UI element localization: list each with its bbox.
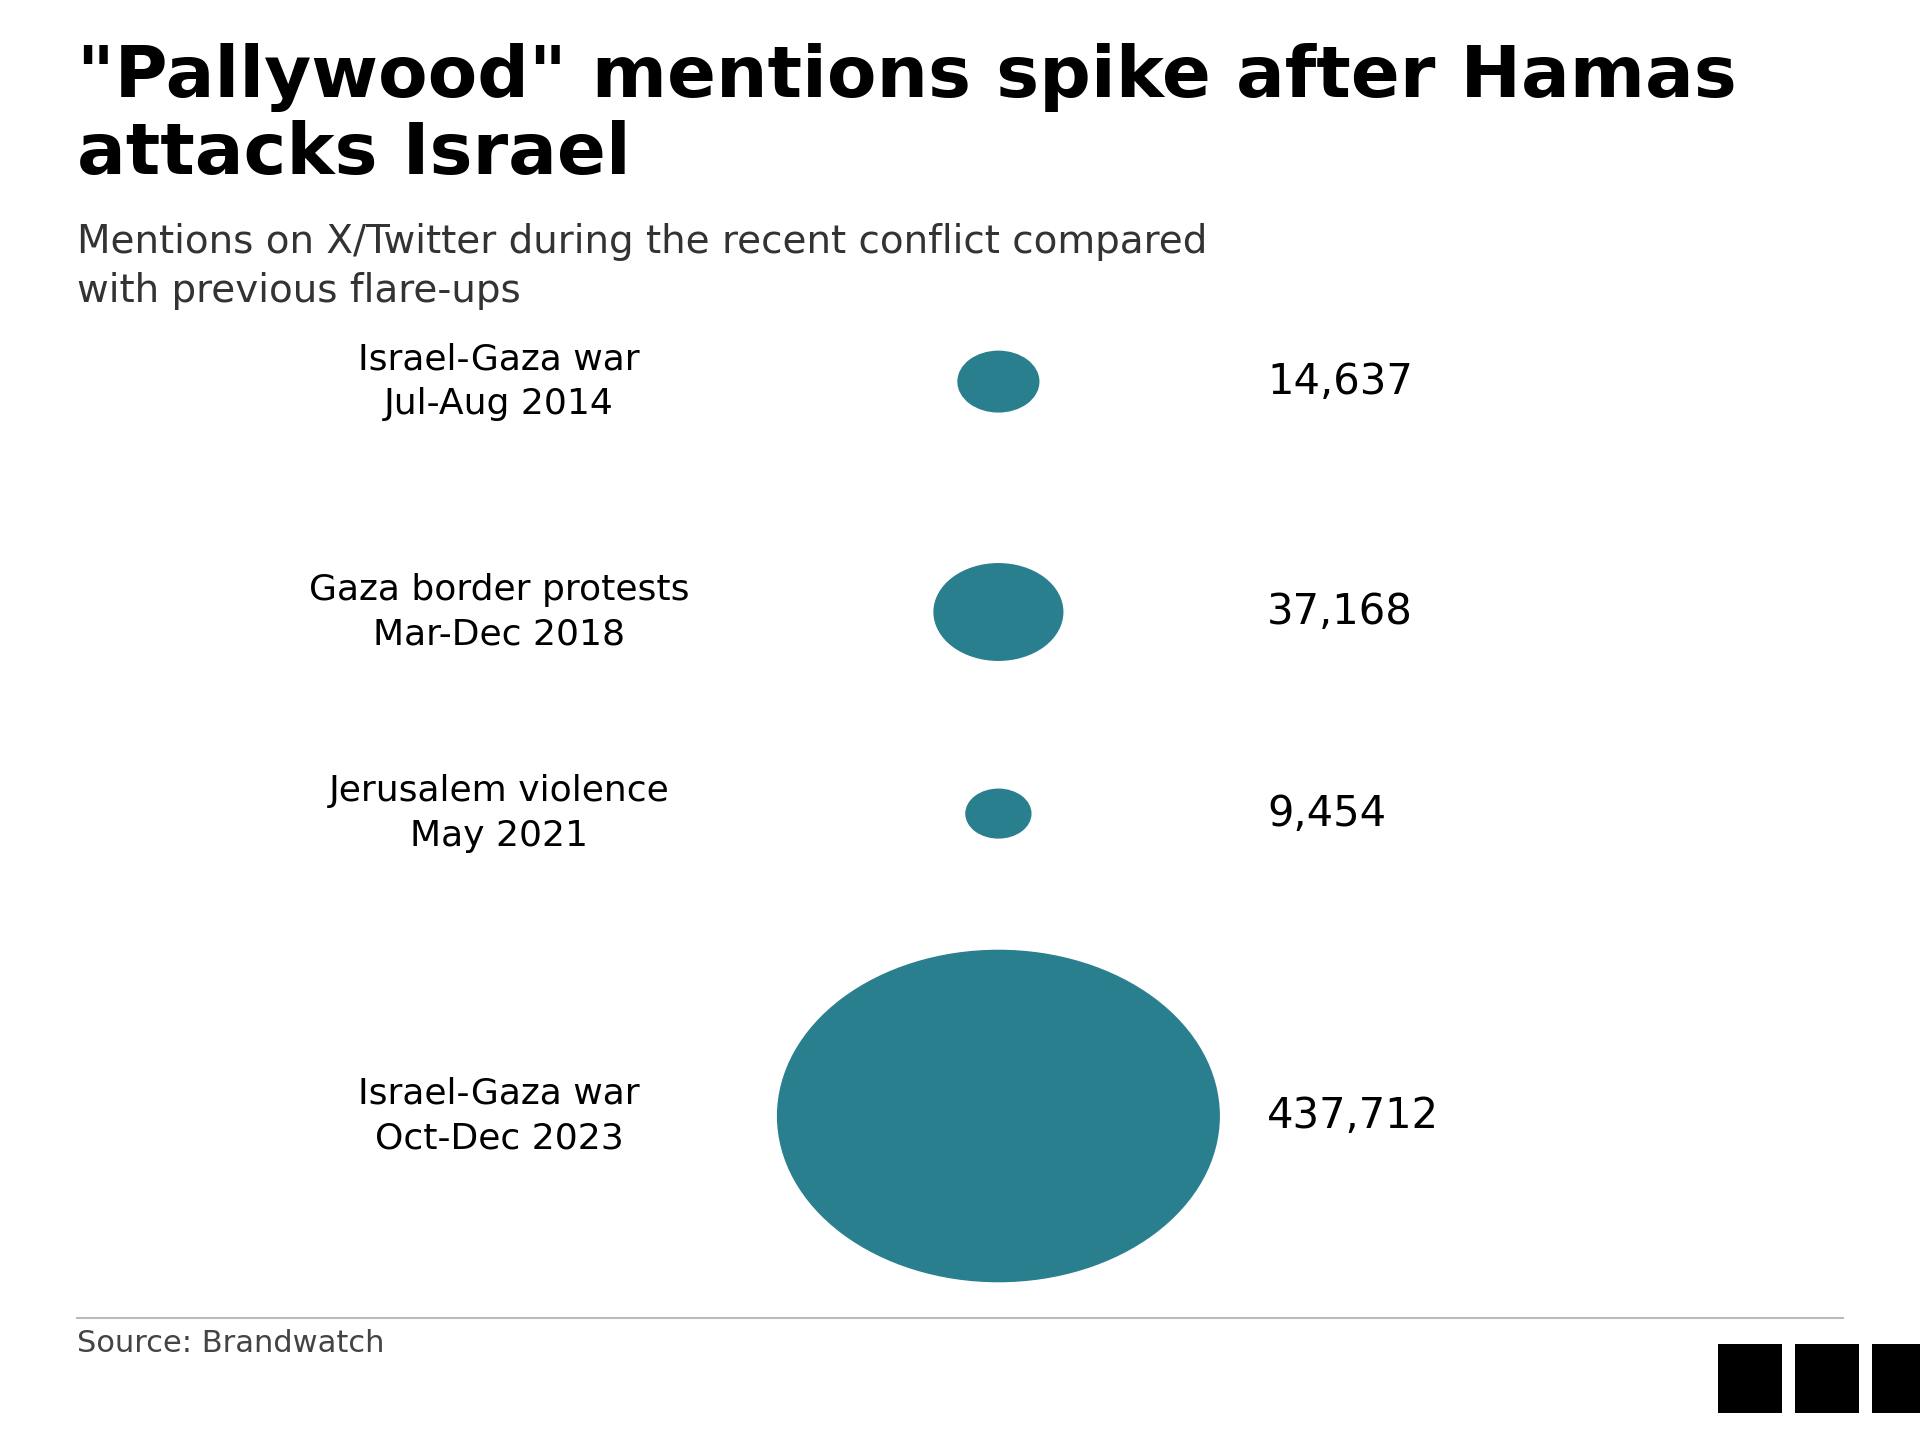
Circle shape — [778, 950, 1219, 1282]
Circle shape — [966, 789, 1031, 838]
Text: Mentions on X/Twitter during the recent conflict compared
with previous flare-up: Mentions on X/Twitter during the recent … — [77, 223, 1208, 310]
Text: B: B — [1816, 1364, 1837, 1392]
Text: 9,454: 9,454 — [1267, 792, 1386, 835]
Text: 14,637: 14,637 — [1267, 360, 1413, 403]
Text: Israel-Gaza war
Oct-Dec 2023: Israel-Gaza war Oct-Dec 2023 — [359, 1077, 639, 1155]
Circle shape — [958, 351, 1039, 412]
Text: "Pallywood" mentions spike after Hamas
attacks Israel: "Pallywood" mentions spike after Hamas a… — [77, 43, 1736, 189]
Text: B: B — [1740, 1364, 1761, 1392]
Text: 437,712: 437,712 — [1267, 1094, 1440, 1138]
Circle shape — [933, 563, 1064, 661]
Text: C: C — [1893, 1364, 1914, 1392]
Text: Jerusalem violence
May 2021: Jerusalem violence May 2021 — [328, 775, 670, 852]
Text: Israel-Gaza war
Jul-Aug 2014: Israel-Gaza war Jul-Aug 2014 — [359, 343, 639, 420]
Text: Gaza border protests
Mar-Dec 2018: Gaza border protests Mar-Dec 2018 — [309, 573, 689, 651]
Text: Source: Brandwatch: Source: Brandwatch — [77, 1329, 384, 1358]
Text: 37,168: 37,168 — [1267, 590, 1413, 634]
